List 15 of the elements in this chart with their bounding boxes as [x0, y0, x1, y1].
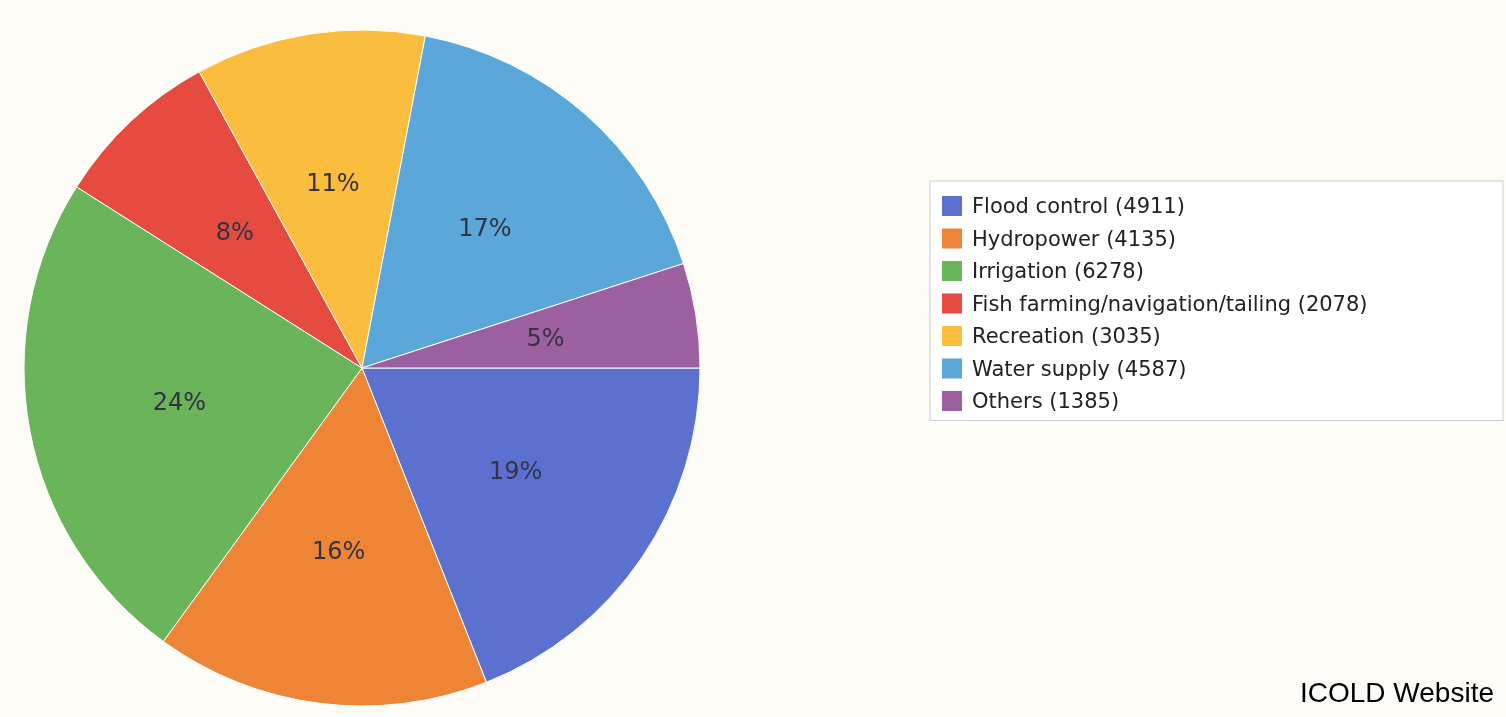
legend-label: Recreation (3035)	[972, 324, 1161, 348]
legend-label: Flood control (4911)	[972, 194, 1185, 218]
legend-label: Water supply (4587)	[972, 356, 1187, 381]
legend-label: Others (1385)	[972, 389, 1120, 413]
text: ICOLD Website	[1300, 677, 1494, 708]
data-label: 11%	[306, 169, 360, 198]
data-label: 5%	[526, 323, 565, 352]
data-label: 8%	[215, 217, 254, 246]
data-label: 19%	[489, 457, 543, 486]
data-label: 24%	[152, 387, 207, 416]
data-label: 16%	[312, 537, 366, 566]
legend-label: Irrigation (6278)	[972, 259, 1144, 283]
data-label: 17%	[458, 213, 512, 242]
legend-label: Hydropower (4135)	[972, 226, 1176, 251]
legend-label: Fish farming/navigation/tailing (2078)	[972, 291, 1368, 316]
